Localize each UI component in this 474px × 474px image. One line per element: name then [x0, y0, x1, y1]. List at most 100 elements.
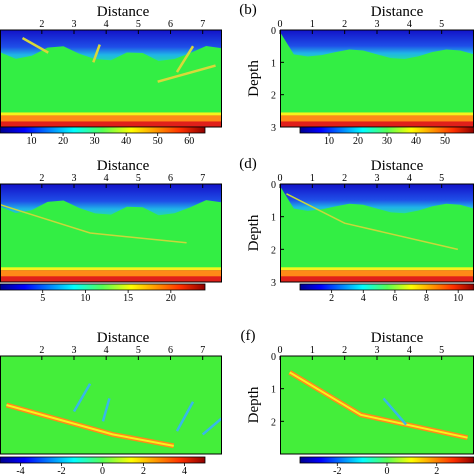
colorbar-tick-label: 10: [80, 293, 90, 304]
plot-area: [280, 356, 474, 454]
basement-transition: [280, 270, 474, 277]
dipping-interface-0: [286, 193, 459, 251]
colorbar-tick-label: 6: [392, 293, 397, 304]
x-tick-label: 4: [407, 19, 412, 30]
plot-frame: [0, 183, 222, 283]
colorbar-tick-label: 50: [440, 136, 450, 147]
y-tick-label: 1: [271, 385, 276, 396]
colorbar-tick-label: 8: [424, 293, 429, 304]
colorbar: 10 20 30 40 50 60: [0, 126, 206, 147]
x-tick-label: 3: [72, 345, 77, 356]
basement-transition: [0, 115, 222, 122]
x-tick-label: 3: [72, 173, 77, 184]
colorbar-tick-label: 30: [382, 136, 392, 147]
axis-title-distance: Distance: [97, 4, 150, 20]
colorbar-tick-label: 20: [166, 293, 176, 304]
dipping-interface-0: [0, 203, 187, 244]
fault-reflector-core-0: [289, 371, 468, 439]
panel-letter: (b): [239, 2, 257, 18]
colorbar-tick-label: -2: [333, 466, 341, 474]
x-tick-label: 5: [136, 345, 141, 356]
basement-transition: [0, 270, 222, 277]
dipping-feature-2: [175, 45, 195, 73]
x-tick-label: 2: [342, 19, 347, 30]
x-tick-label: 5: [439, 345, 444, 356]
layer-boundary: [280, 112, 474, 116]
x-tick-label: 3: [375, 345, 380, 356]
x-tick-label: 0: [278, 173, 283, 184]
x-tick-label: 4: [104, 19, 109, 30]
x-tick-label: 0: [278, 345, 283, 356]
colorbar-gradient: [0, 456, 206, 464]
axis-title-depth: Depth: [246, 386, 262, 423]
plot-area: [280, 30, 474, 127]
plot-area: [280, 184, 474, 282]
x-tick-label: 6: [168, 173, 173, 184]
colorbar-tick-label: 40: [411, 136, 421, 147]
x-tick-label: 2: [342, 345, 347, 356]
y-tick-label: 3: [271, 123, 276, 134]
colorbar-tick-label: 10: [324, 136, 334, 147]
x-tick-label: 4: [407, 345, 412, 356]
x-tick-label: 6: [168, 19, 173, 30]
x-tick-label: 5: [439, 173, 444, 184]
y-tick-label: 0: [271, 26, 276, 37]
axis-title-distance: Distance: [97, 158, 150, 174]
fault-reflector-core-0: [6, 404, 174, 447]
colorbar-gradient: [0, 283, 206, 291]
colorbar-tick-label: 60: [184, 136, 194, 147]
near-surface-layer: [280, 30, 474, 59]
background-green: [280, 356, 474, 454]
colorbar-gradient: [299, 283, 474, 291]
layer-boundary: [0, 112, 222, 116]
plot-area: [0, 30, 222, 127]
near-surface-layer: [0, 30, 222, 61]
dipping-feature-1: [92, 44, 101, 63]
colorbar: 5 10 15 20: [0, 283, 206, 304]
axis-title-distance: Distance: [371, 4, 424, 20]
colorbar-tick-label: 15: [123, 293, 133, 304]
x-tick-label: 5: [136, 19, 141, 30]
x-tick-label: 7: [200, 19, 205, 30]
y-tick-label: 1: [271, 213, 276, 224]
near-surface-layer: [0, 184, 222, 216]
colorbar-tick-label: 5: [40, 293, 45, 304]
colorbar-tick-label: 2: [329, 293, 334, 304]
colorbar-tick-label: 40: [121, 136, 131, 147]
axis-title-distance: Distance: [371, 330, 424, 346]
x-tick-label: 1: [310, 19, 315, 30]
panel-a: 2 3 4 5 6 7 Distance 10 20 30 40 50 60: [0, 4, 222, 147]
colorbar-gradient: [0, 126, 206, 134]
plot-frame: [0, 355, 222, 455]
x-tick-label: 7: [200, 173, 205, 184]
x-tick-label: 2: [342, 173, 347, 184]
colorbar-tick-label: 20: [353, 136, 363, 147]
colorbar-tick-label: 2: [141, 466, 146, 474]
plot-area: [0, 356, 222, 454]
basement-transition: [280, 115, 474, 122]
panel-e: 2 3 4 5 6 7 Distance -4 -2 0 2 4: [0, 330, 222, 474]
colorbar: -2 0 2: [299, 456, 474, 474]
x-tick-label: 5: [439, 19, 444, 30]
x-tick-label: 4: [407, 173, 412, 184]
layer-boundary: [280, 267, 474, 271]
dipping-feature-2: [101, 398, 111, 422]
colorbar: -4 -2 0 2 4: [0, 456, 206, 474]
y-tick-label: 2: [271, 91, 276, 102]
x-tick-label: 0: [278, 19, 283, 30]
y-tick-label: 0: [271, 180, 276, 191]
colorbar: 2 4 6 8 10: [299, 283, 474, 304]
x-tick-label: 6: [168, 345, 173, 356]
dipping-feature-1: [382, 397, 408, 426]
x-tick-label: 2: [39, 173, 44, 184]
colorbar-tick-label: 0: [100, 466, 105, 474]
panel-d: 0 1 2 3 4 5 Distance (d) 0 1 2 3 Depth 2 4 6 8 10: [239, 156, 474, 304]
colorbar-tick-label: 2: [434, 466, 439, 474]
plot-area: [0, 184, 222, 282]
colorbar-tick-label: 10: [27, 136, 37, 147]
dipping-feature-0: [21, 36, 49, 54]
panel-letter: (f): [241, 328, 256, 344]
x-tick-label: 4: [104, 345, 109, 356]
